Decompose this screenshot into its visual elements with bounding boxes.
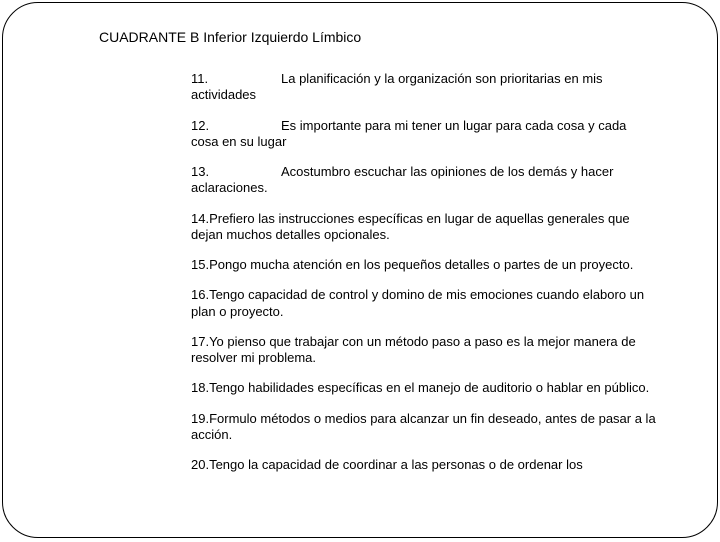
list-item: 12.Es importante para mi tener un lugar … <box>191 118 657 151</box>
item-number: 13. <box>191 164 281 180</box>
item-number: 14. <box>191 211 209 226</box>
list-item: 16.Tengo capacidad de control y domino d… <box>191 287 657 320</box>
item-number: 16. <box>191 287 209 302</box>
item-text: Pongo mucha atención en los pequeños det… <box>209 257 633 272</box>
item-text: Formulo métodos o medios para alcanzar u… <box>191 411 656 442</box>
slide-frame: CUADRANTE B Inferior Izquierdo Límbico 1… <box>2 2 718 538</box>
item-number: 20. <box>191 457 209 472</box>
item-number: 15. <box>191 257 209 272</box>
list-item: 17.Yo pienso que trabajar con un método … <box>191 334 657 367</box>
section-title: CUADRANTE B Inferior Izquierdo Límbico <box>99 29 677 45</box>
list-item: 11.La planificación y la organización so… <box>191 71 657 104</box>
list-item: 19.Formulo métodos o medios para alcanza… <box>191 411 657 444</box>
item-number: 17. <box>191 334 209 349</box>
list-item: 13.Acostumbro escuchar las opiniones de … <box>191 164 657 197</box>
item-text: Tengo habilidades específicas en el mane… <box>209 380 649 395</box>
list-item: 20.Tengo la capacidad de coordinar a las… <box>191 457 657 473</box>
item-text: Prefiero las instrucciones específicas e… <box>191 211 630 242</box>
item-text: Tengo la capacidad de coordinar a las pe… <box>209 457 583 472</box>
item-text: Yo pienso que trabajar con un método pas… <box>191 334 636 365</box>
list-item: 14.Prefiero las instrucciones específica… <box>191 211 657 244</box>
list-item: 18.Tengo habilidades específicas en el m… <box>191 380 657 396</box>
item-number: 18. <box>191 380 209 395</box>
list-item: 15.Pongo mucha atención en los pequeños … <box>191 257 657 273</box>
item-number: 19. <box>191 411 209 426</box>
item-text: Tengo capacidad de control y domino de m… <box>191 287 644 318</box>
item-number: 11. <box>191 71 281 87</box>
item-number: 12. <box>191 118 281 134</box>
item-list: 11.La planificación y la organización so… <box>191 71 677 473</box>
